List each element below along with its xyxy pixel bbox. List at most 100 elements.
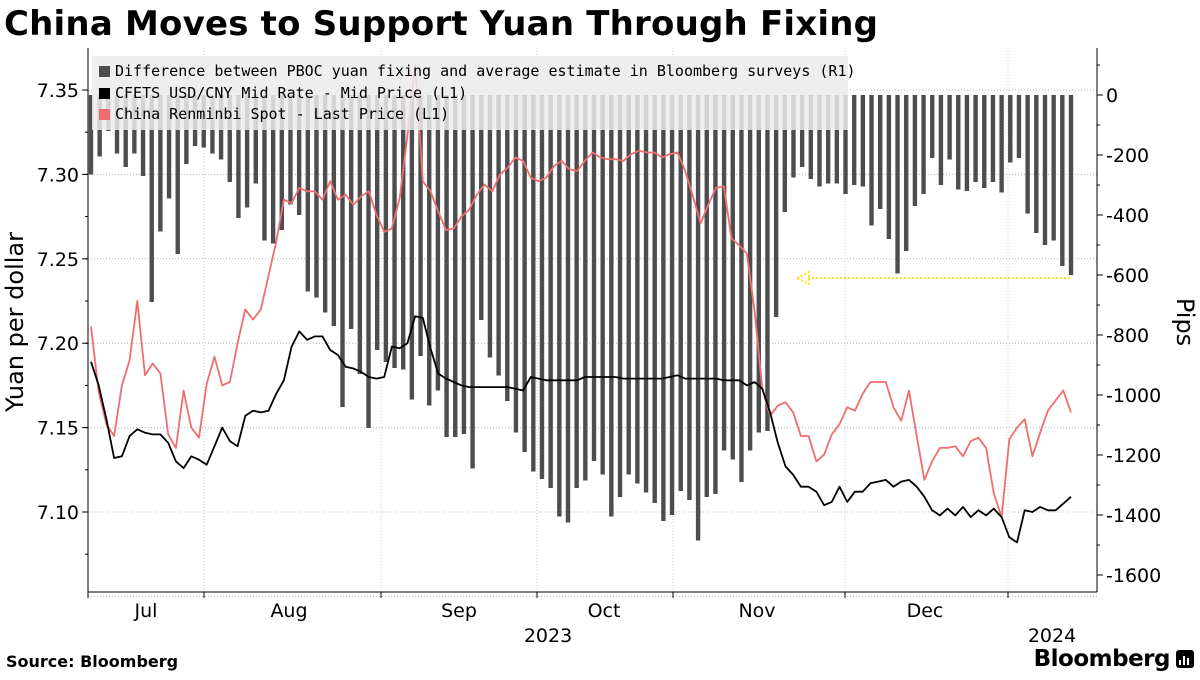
bar xyxy=(825,95,831,184)
bar xyxy=(782,95,788,212)
bar xyxy=(678,95,683,491)
legend-label: CFETS USD/CNY Mid Rate - Mid Price (L1) xyxy=(115,84,468,102)
bar xyxy=(583,95,588,481)
bar xyxy=(921,95,926,194)
bar xyxy=(869,95,874,226)
left-tick-label: 7.30 xyxy=(37,164,79,186)
left-tick-label: 7.20 xyxy=(37,333,79,355)
bar xyxy=(88,95,94,175)
right-tick-label: -200 xyxy=(1106,145,1149,167)
left-tick-label: 7.35 xyxy=(37,80,79,102)
bar xyxy=(1068,95,1074,275)
bar xyxy=(1034,95,1039,233)
bar xyxy=(574,95,579,488)
legend-swatch-spot xyxy=(99,109,110,120)
bar xyxy=(817,95,822,187)
bar xyxy=(669,95,675,515)
source-note: Source: Bloomberg xyxy=(6,652,179,671)
bar xyxy=(964,95,970,191)
bar xyxy=(930,95,935,158)
bar xyxy=(851,95,857,185)
mid-line xyxy=(90,315,1072,544)
bar xyxy=(713,95,718,494)
y-axis-title: Yuan per dollar xyxy=(1,232,29,413)
bloomberg-terminal-icon xyxy=(1176,650,1194,668)
right-tick-label: 0 xyxy=(1106,85,1118,107)
bar xyxy=(600,95,605,475)
left-tick-label: 7.25 xyxy=(37,249,79,271)
bar xyxy=(539,95,545,479)
bar xyxy=(357,95,363,374)
bar xyxy=(904,95,909,251)
bar xyxy=(956,95,961,190)
bar xyxy=(123,95,128,167)
bar xyxy=(548,95,553,488)
bar xyxy=(765,95,770,431)
bar xyxy=(704,95,709,497)
bar xyxy=(409,95,415,400)
right-tick-label: -800 xyxy=(1106,325,1149,347)
x-tick-label: Oct xyxy=(588,600,621,622)
bar xyxy=(834,95,840,184)
bar xyxy=(695,95,701,541)
right-tick-label: -1600 xyxy=(1106,565,1161,587)
bar xyxy=(435,95,441,391)
bar xyxy=(799,95,805,167)
bar xyxy=(392,95,397,368)
bar xyxy=(635,95,640,484)
bar xyxy=(912,95,918,206)
bar xyxy=(687,95,692,500)
chart-title: China Moves to Support Yuan Through Fixi… xyxy=(4,4,879,44)
bar xyxy=(652,95,657,503)
x-tick-label: Nov xyxy=(738,600,775,622)
bar xyxy=(878,95,883,209)
bar xyxy=(505,95,510,401)
bar xyxy=(982,95,987,188)
bar xyxy=(886,95,892,239)
brand-logo: Bloomberg xyxy=(1033,646,1171,672)
legend-swatch-bars xyxy=(99,66,110,77)
bar xyxy=(591,95,597,461)
x-tick-label: Aug xyxy=(270,600,307,622)
bar xyxy=(1060,95,1065,266)
bar xyxy=(1042,95,1048,245)
bar xyxy=(609,95,614,517)
bar xyxy=(990,95,996,182)
bar xyxy=(140,95,146,176)
bar xyxy=(973,95,978,182)
bar xyxy=(374,95,380,350)
bar xyxy=(860,95,866,187)
bar xyxy=(617,95,623,497)
bar xyxy=(253,95,258,184)
bar xyxy=(565,95,571,523)
bar xyxy=(999,95,1004,193)
legend-swatch-mid xyxy=(99,88,110,99)
bar xyxy=(340,95,345,407)
bar xyxy=(496,95,501,376)
x-tick-label: Sep xyxy=(441,600,477,622)
bar xyxy=(739,95,744,482)
bar xyxy=(626,95,631,475)
bar xyxy=(418,95,423,356)
legend-item-mid: CFETS USD/CNY Mid Rate - Mid Price (L1) xyxy=(99,84,467,102)
legend-item-pips: Difference between PBOC yuan fixing and … xyxy=(99,62,856,80)
bar xyxy=(175,95,180,254)
line-series xyxy=(90,63,1072,544)
legend-label: China Renminbi Spot - Last Price (L1) xyxy=(115,105,450,123)
bar xyxy=(895,95,900,274)
bar xyxy=(1008,95,1013,163)
bar xyxy=(270,95,276,244)
bar xyxy=(149,95,154,302)
x-tick-label: Dec xyxy=(907,600,944,622)
bar xyxy=(461,95,467,434)
bar xyxy=(479,95,484,320)
left-tick-label: 7.15 xyxy=(37,418,79,440)
bar xyxy=(366,95,371,428)
y2-axis-title: Pips xyxy=(1171,298,1199,346)
year-label: 2024 xyxy=(1028,625,1076,647)
bar xyxy=(453,95,458,437)
bar xyxy=(1016,95,1022,158)
bar xyxy=(1051,95,1056,241)
